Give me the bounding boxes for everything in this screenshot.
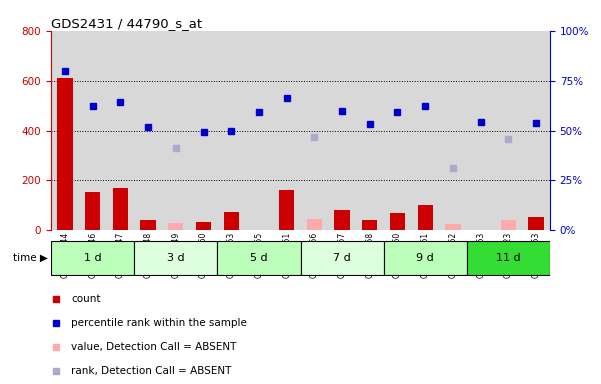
Bar — [445, 224, 460, 230]
Text: 3 d: 3 d — [167, 253, 185, 263]
Text: count: count — [71, 294, 100, 304]
Bar — [273, 31, 300, 230]
Bar — [162, 31, 190, 230]
Bar — [141, 220, 156, 230]
Bar — [85, 192, 100, 230]
Bar — [307, 219, 322, 230]
Bar — [106, 31, 134, 230]
Bar — [356, 31, 383, 230]
Text: 11 d: 11 d — [496, 253, 520, 263]
Text: 7 d: 7 d — [333, 253, 351, 263]
Bar — [362, 220, 377, 230]
Bar — [390, 213, 405, 230]
Bar — [501, 220, 516, 230]
Bar — [328, 31, 356, 230]
Bar — [411, 31, 439, 230]
Text: 9 d: 9 d — [416, 253, 434, 263]
Bar — [383, 241, 467, 275]
Bar — [279, 190, 294, 230]
Bar — [383, 31, 411, 230]
Bar — [467, 31, 495, 230]
Text: GDS2431 / 44790_s_at: GDS2431 / 44790_s_at — [51, 17, 202, 30]
Bar — [79, 31, 106, 230]
Text: time ▶: time ▶ — [13, 252, 48, 262]
Bar — [218, 31, 245, 230]
Bar — [168, 223, 183, 230]
Text: rank, Detection Call = ABSENT: rank, Detection Call = ABSENT — [71, 366, 231, 376]
Bar — [134, 241, 218, 275]
Bar — [51, 241, 134, 275]
Bar — [522, 31, 550, 230]
Bar — [224, 212, 239, 230]
Bar — [218, 241, 300, 275]
Bar — [57, 78, 73, 230]
Text: value, Detection Call = ABSENT: value, Detection Call = ABSENT — [71, 342, 236, 352]
Bar — [245, 31, 273, 230]
Bar — [495, 31, 522, 230]
Bar — [196, 222, 211, 230]
Bar — [528, 217, 544, 230]
Bar — [51, 31, 79, 230]
Text: 1 d: 1 d — [84, 253, 102, 263]
Bar — [300, 31, 328, 230]
Bar — [134, 31, 162, 230]
Bar — [334, 210, 350, 230]
Bar — [113, 189, 128, 230]
Bar — [190, 31, 218, 230]
Bar — [418, 205, 433, 230]
Bar — [439, 31, 467, 230]
Text: percentile rank within the sample: percentile rank within the sample — [71, 318, 247, 328]
Text: 5 d: 5 d — [250, 253, 267, 263]
Bar — [467, 241, 550, 275]
Bar — [300, 241, 383, 275]
